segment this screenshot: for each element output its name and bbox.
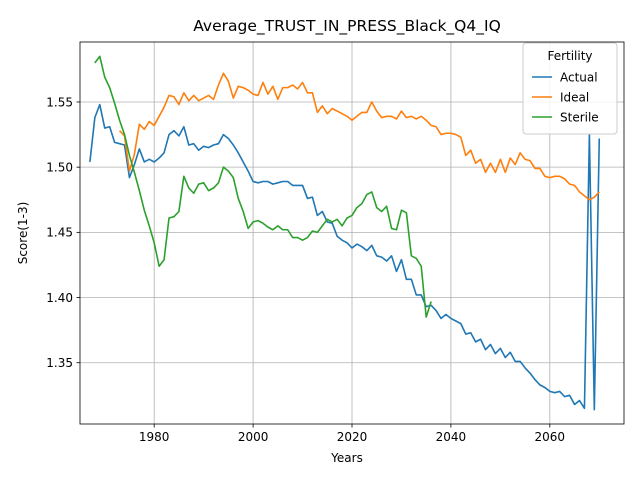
legend-label-actual: Actual xyxy=(560,70,598,84)
x-tick-label: 2060 xyxy=(535,430,566,444)
series-line-ideal xyxy=(118,72,600,201)
legend-entries: Actual Ideal Sterile xyxy=(532,70,599,124)
x-tick-label: 2000 xyxy=(238,430,269,444)
y-axis-ticks: 1.35 1.40 1.45 1.50 1.55 xyxy=(46,95,80,370)
y-tick-label: 1.40 xyxy=(46,291,73,305)
y-tick-label: 1.45 xyxy=(46,226,73,240)
legend-label-ideal: Ideal xyxy=(560,90,589,104)
series-line-sterile xyxy=(94,55,432,318)
legend-title: Fertility xyxy=(547,49,592,63)
x-tick-label: 2040 xyxy=(436,430,467,444)
legend-box xyxy=(522,42,618,135)
x-tick-label: 1980 xyxy=(139,430,170,444)
series-lines xyxy=(89,55,601,411)
legend: Fertility Actual Ideal Sterile xyxy=(522,42,618,135)
y-tick-label: 1.50 xyxy=(46,160,73,174)
y-axis-label: Score(1-3) xyxy=(16,202,30,265)
x-axis-label: Years xyxy=(330,451,363,465)
y-tick-label: 1.35 xyxy=(46,356,73,370)
series-line-actual xyxy=(89,103,601,411)
legend-label-sterile: Sterile xyxy=(560,110,599,124)
x-tick-label: 2020 xyxy=(337,430,368,444)
chart-title: Average_TRUST_IN_PRESS_Black_Q4_IQ xyxy=(193,17,501,36)
y-tick-label: 1.55 xyxy=(46,95,73,109)
x-axis-ticks: 1980 2000 2020 2040 2060 xyxy=(139,424,565,444)
